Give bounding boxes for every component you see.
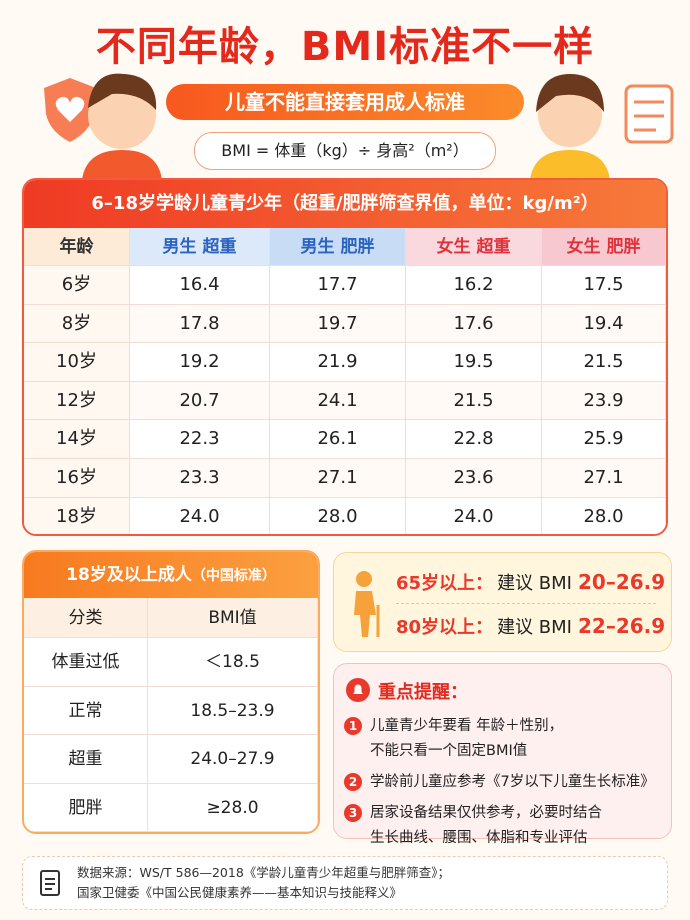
column-header: 分类	[24, 598, 148, 638]
table-cell: 24.1	[270, 381, 406, 421]
table-cell: 17.5	[542, 266, 666, 305]
row-label: 16岁	[24, 459, 130, 498]
decorations	[44, 73, 674, 180]
row-label: 8岁	[24, 304, 130, 344]
table-cell: 19.7	[270, 304, 406, 344]
row-label: 18岁	[24, 497, 130, 534]
source-line: 数据来源：WS/T 586—2018《学龄儿童青少年超重与肥胖筛查》；	[77, 865, 451, 880]
adult-table: 18岁及以上成人（中国标准） 分类 BMI值 体重过低 ＜18.5 正常 18.5–23.…	[22, 550, 320, 834]
table-cell: 19.4	[542, 304, 666, 344]
girl-hair	[536, 74, 604, 112]
table-title: 18岁及以上成人（中国标准）	[24, 552, 318, 598]
source-box: 数据来源：WS/T 586—2018《学龄儿童青少年超重与肥胖筛查》； 国家卫健委…	[22, 856, 668, 910]
divider	[396, 603, 656, 604]
table-cell: ＜18.5	[148, 638, 318, 687]
elderly-rule: 80岁以上： 建议 BMI 22–26.9	[396, 611, 665, 641]
elderly-rule: 65岁以上： 建议 BMI 20–26.9	[396, 567, 665, 597]
table-cell: 超重	[24, 735, 148, 784]
table-cell: 正常	[24, 686, 148, 735]
table-cell: 17.6	[406, 304, 542, 344]
table-cell: 21.5	[406, 381, 542, 421]
table-cell: 23.6	[406, 459, 542, 498]
table-cell: 21.9	[270, 343, 406, 382]
table-cell: 24.0–27.9	[148, 735, 318, 784]
age-label: 80岁以上：	[396, 617, 494, 638]
table-cell: 22.3	[130, 420, 270, 459]
column-header: 男生 肥胖	[270, 228, 406, 266]
clipboard-icon	[624, 84, 674, 144]
item-text: 居家设备结果仅供参考，必要时结合	[370, 805, 602, 821]
doc-icon	[40, 870, 60, 896]
table-cell: 18.5–23.9	[148, 686, 318, 735]
table-cell: 16.4	[130, 266, 270, 305]
age-label: 65岁以上：	[396, 573, 494, 594]
table-cell: 16.2	[406, 266, 542, 305]
table-cell: 23.3	[130, 459, 270, 498]
item-text: 生长曲线、腰围、体脂和专业评估	[370, 830, 588, 846]
reminder-title: 重点提醒：	[378, 682, 468, 703]
boy-body	[82, 150, 162, 180]
row-label: 6岁	[24, 266, 130, 305]
table-cell: 19.2	[130, 343, 270, 382]
column-header: BMI值	[148, 598, 318, 638]
table-cell: 20.7	[130, 381, 270, 421]
table-cell: 19.5	[406, 343, 542, 382]
elderly-box: 65岁以上： 建议 BMI 20–26.9 80岁以上： 建议 BMI 22–26.9	[333, 552, 672, 652]
table-cell: 27.1	[542, 459, 666, 498]
item-number: 2	[344, 773, 362, 791]
table-cell: 17.8	[130, 304, 270, 344]
table-title: 6–18岁学龄儿童青少年（超重/肥胖筛查界值，单位：kg/m²）	[24, 180, 666, 228]
bell-icon	[346, 678, 370, 702]
table-cell: 26.1	[270, 420, 406, 459]
table-cell: 肥胖	[24, 783, 148, 832]
title: 不同年龄，BMI标准不一样	[95, 24, 595, 70]
table-cell: 28.0	[542, 497, 666, 534]
row-label: 12岁	[24, 381, 130, 421]
item-text: 不能只看一个固定BMI值	[370, 743, 528, 759]
title-note: （中国标准）	[191, 568, 276, 584]
item-text: 儿童青少年要看 年龄＋性别，	[370, 718, 564, 734]
source-line: 国家卫健委《中国公民健康素养——基本知识与技能释义》	[77, 885, 403, 900]
table-cell: 28.0	[270, 497, 406, 534]
girl-face	[538, 83, 602, 147]
row-label: 14岁	[24, 420, 130, 459]
bmi-range: 20–26.9	[577, 570, 666, 594]
column-header: 女生 肥胖	[542, 228, 666, 266]
item-text: 学龄前儿童应参考《7岁以下儿童生长标准》	[370, 774, 655, 790]
column-header: 年龄	[24, 228, 130, 266]
table-cell: 17.7	[270, 266, 406, 305]
table-cell: 25.9	[542, 420, 666, 459]
table-cell: 24.0	[130, 497, 270, 534]
row-label: 10岁	[24, 343, 130, 382]
bmi-range: 22–26.9	[577, 614, 666, 638]
advice-text: 建议 BMI	[497, 617, 572, 638]
girl-body	[530, 150, 610, 180]
clipboard-lines	[634, 100, 664, 132]
title-text: 18岁及以上成人	[66, 565, 192, 585]
children-table: 6–18岁学龄儿童青少年（超重/肥胖筛查界值，单位：kg/m²） 年龄 男生 超重…	[22, 178, 668, 536]
table-cell: 21.5	[542, 343, 666, 382]
table-cell: 24.0	[406, 497, 542, 534]
reminder-box: 重点提醒： 1 儿童青少年要看 年龄＋性别， 不能只看一个固定BMI值 2 学龄前儿童应…	[333, 663, 672, 846]
formula: BMI = 体重（kg）÷ 身高²（m²）	[194, 132, 496, 170]
subtitle: 儿童不能直接套用成人标准	[166, 84, 524, 120]
table-cell: ≥28.0	[148, 783, 318, 832]
table-cell: 27.1	[270, 459, 406, 498]
table-cell: 22.8	[406, 420, 542, 459]
heart-icon	[55, 96, 85, 122]
advice-text: 建议 BMI	[497, 573, 572, 594]
column-header: 女生 超重	[406, 228, 542, 266]
column-header: 男生 超重	[130, 228, 270, 266]
elderly-icon	[354, 571, 380, 637]
item-number: 3	[344, 804, 362, 822]
table-cell: 23.9	[542, 381, 666, 421]
table-cell: 体重过低	[24, 638, 148, 687]
boy-hair	[88, 73, 157, 110]
item-number: 1	[344, 717, 362, 735]
